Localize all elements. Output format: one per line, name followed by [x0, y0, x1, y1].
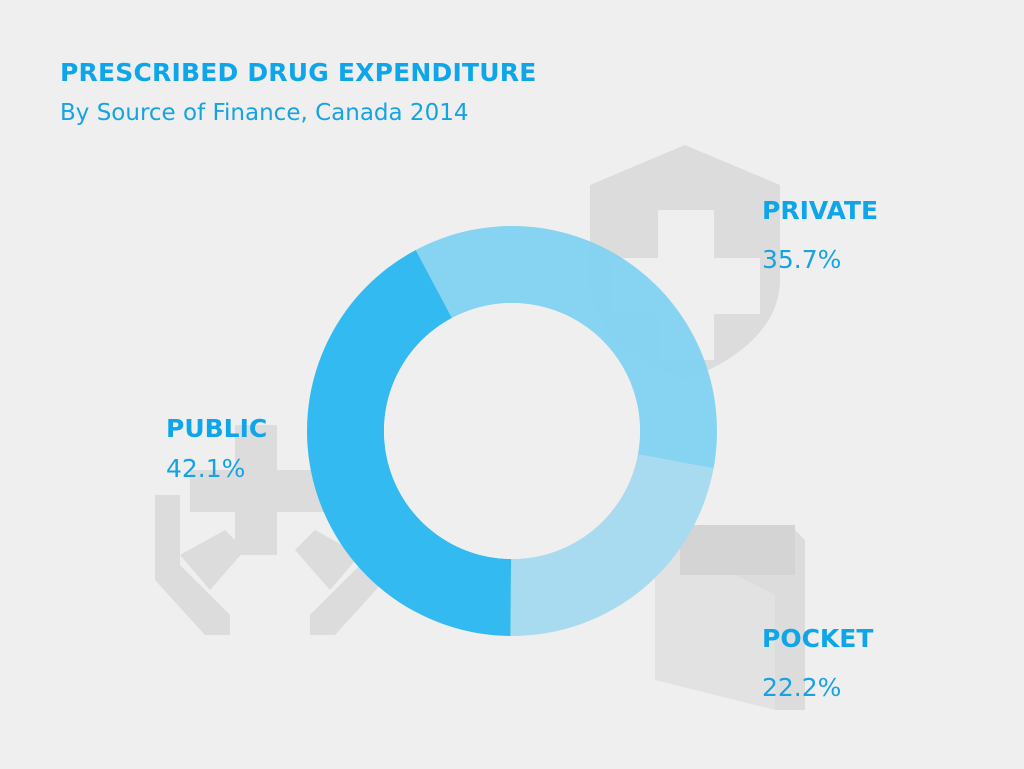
wallet-icon: [655, 525, 805, 710]
donut-hole: [384, 303, 640, 559]
label-public-name: PUBLIC: [166, 414, 268, 443]
label-pocket-name: POCKET: [762, 624, 874, 653]
chart-title: PRESCRIBED DRUG EXPENDITURE: [60, 58, 537, 87]
label-public-value: 42.1%: [166, 454, 246, 483]
label-private-name: PRIVATE: [762, 196, 879, 225]
slice-public: [306, 249, 512, 636]
slice-private: [415, 226, 717, 469]
slice-pocket: [510, 454, 714, 636]
label-pocket-value: 22.2%: [762, 673, 842, 702]
chart-subtitle: By Source of Finance, Canada 2014: [60, 100, 469, 126]
label-private-value: 35.7%: [762, 245, 842, 274]
